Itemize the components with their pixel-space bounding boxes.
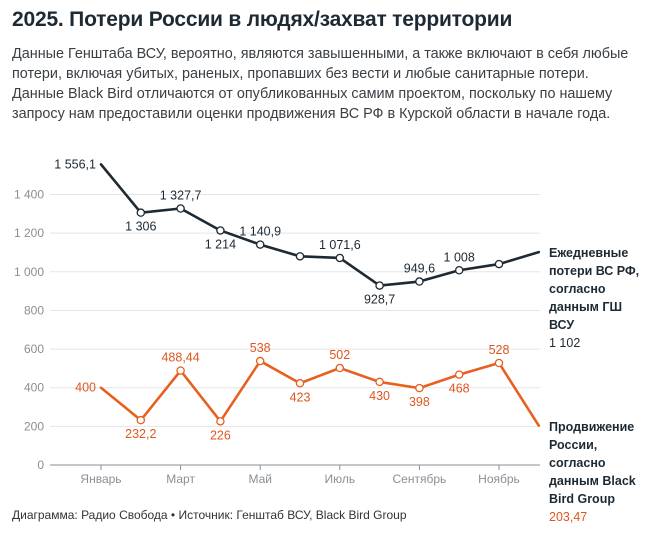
advance-data-label: 226 [210,428,231,442]
advance-data-point [216,417,225,426]
losses-legend-label: потери ВС РФ, [549,264,639,278]
y-tick-label: 1 000 [14,265,44,279]
losses-data-point [375,281,384,290]
advance-data-point [295,379,305,388]
losses-data-point [136,208,146,217]
losses-data-point [454,266,464,275]
advance-data-point [454,370,464,379]
advance-data-label: 423 [290,390,311,404]
chart-title: 2025. Потери России в людях/захват терри… [12,8,513,31]
advance-data-label: 468 [449,382,470,396]
advance-data-point [494,358,504,368]
advance-series-line [99,359,541,427]
losses-legend-label: согласно [549,282,606,296]
y-tick-label: 200 [24,419,44,433]
advance-data-label: 502 [329,348,350,362]
y-tick-label: 400 [24,381,44,395]
advance-data-point [375,377,384,387]
x-tick-label: Январь [80,472,121,486]
losses-data-point [216,226,225,235]
losses-data-label: 1 327,7 [160,188,202,202]
losses-data-label: 949,6 [404,262,435,276]
advance-data-point [176,366,185,375]
advance-data-label: 528 [489,343,510,357]
advance-data-label: 430 [369,389,390,403]
advance-data-label: 400 [75,381,96,395]
x-tick-label: Июль [324,472,355,486]
losses-last-value-label: 1 102 [549,336,580,350]
advance-data-point [415,383,424,393]
y-tick-label: 1 400 [14,188,44,202]
losses-data-point [494,259,504,269]
advance-data-label: 488,44 [161,351,199,365]
losses-data-point [255,240,265,249]
y-tick-label: 1 200 [14,226,44,240]
losses-data-point [415,277,424,286]
chart-source-footer: Диаграмма: Радио Свобода • Источник: Ген… [12,508,407,522]
y-tick-label: 600 [24,342,44,356]
losses-series-line [99,163,541,287]
advance-data-label: 232,2 [125,427,156,441]
losses-data-point [295,252,305,261]
advance-data-point [136,415,146,425]
losses-legend-label: ВСУ [549,318,574,332]
advance-legend-label: Продвижение [549,420,634,434]
losses-data-point [335,253,345,263]
advance-legend-label: России, [549,438,597,452]
x-tick-label: Сентябрь [393,472,447,486]
advance-data-label: 538 [250,341,271,355]
losses-data-label: 1 306 [125,220,156,234]
x-tick-label: Май [248,472,272,486]
advance-legend-label: согласно [549,456,606,470]
losses-legend-label: данным ГШ [549,300,622,314]
losses-data-label: 1 556,1 [54,157,96,171]
advance-data-label: 398 [409,395,430,409]
losses-data-label: 928,7 [364,293,395,307]
x-tick-label: Март [166,472,195,486]
advance-last-value-label: 203,47 [549,510,587,524]
losses-data-label: 1 071,6 [319,238,361,252]
losses-data-label: 1 214 [205,237,236,251]
advance-data-point [255,356,265,366]
advance-legend-label: Bird Group [549,492,615,506]
y-tick-label: 0 [37,458,44,472]
advance-data-point [335,363,345,373]
losses-legend-label: Ежедневные [549,246,628,260]
losses-data-label: 1 140,9 [239,225,281,239]
losses-data-label: 1 008 [444,250,475,264]
chart-description: Данные Генштаба ВСУ, вероятно, являются … [12,46,629,122]
x-tick-label: Ноябрь [478,472,520,486]
losses-data-point [176,204,185,213]
advance-legend-label: данным Black [549,474,636,488]
y-tick-label: 800 [24,303,44,317]
